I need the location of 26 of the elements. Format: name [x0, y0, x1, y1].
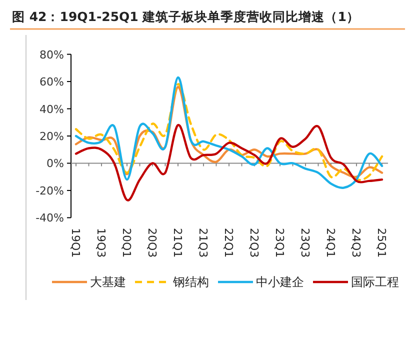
line-series [74, 124, 384, 202]
y-tick-label: -40% [36, 212, 64, 225]
x-tick-label: 24Q3 [350, 228, 362, 258]
chart-title: 图 42：19Q1-25Q1 建筑子板块单季度营收同比增速（1） [12, 9, 360, 24]
legend-label: 中小建企 [256, 275, 304, 289]
legend-label: 钢结构 [172, 275, 209, 289]
y-tick-label: 80% [40, 48, 64, 62]
legend-label: 国际工程 [351, 275, 399, 289]
x-tick-label: 21Q3 [196, 228, 210, 258]
y-tick-label: 40% [40, 102, 64, 116]
y-tick-label: -20% [36, 184, 64, 198]
x-tick-label: 21Q1 [171, 228, 184, 258]
x-tick-label: 25Q1 [375, 228, 388, 258]
x-tick-label: 23Q1 [273, 228, 286, 258]
x-tick-label: 19Q3 [94, 228, 108, 258]
y-tick-label: 60% [40, 76, 64, 89]
x-tick-label: 20Q3 [146, 228, 158, 258]
x-tick-label: 22Q3 [248, 228, 260, 258]
y-tick-label: 20% [40, 130, 64, 143]
x-tick-label: 23Q3 [298, 228, 312, 258]
x-tick-label: 22Q1 [222, 228, 235, 258]
y-tick-label: 0% [46, 157, 64, 170]
x-tick-label: 20Q1 [120, 228, 133, 258]
x-tick-label: 19Q1 [69, 228, 82, 258]
legend-label: 大基建 [90, 275, 126, 289]
x-tick-label: 24Q1 [324, 228, 337, 258]
